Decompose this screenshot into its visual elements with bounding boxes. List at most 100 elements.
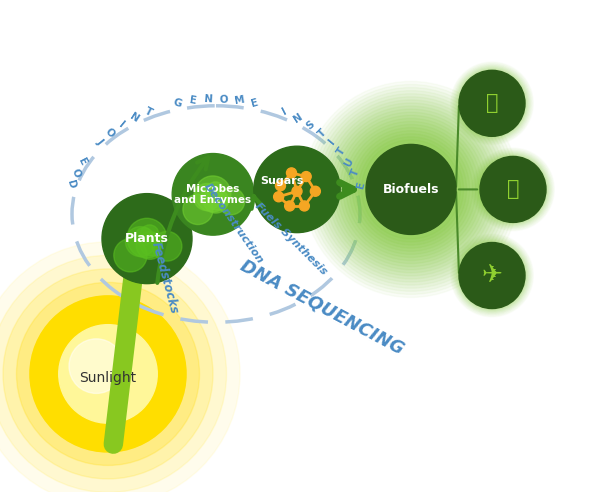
Circle shape [459,243,525,308]
Circle shape [203,188,229,213]
Circle shape [328,106,494,273]
Circle shape [125,227,155,257]
Text: Biofuels: Biofuels [383,183,439,196]
Circle shape [479,155,547,223]
Circle shape [358,137,464,242]
Text: M: M [233,95,245,106]
Circle shape [62,328,154,420]
Circle shape [38,305,178,443]
Circle shape [114,239,147,272]
Text: O: O [70,167,82,179]
Circle shape [286,168,296,178]
Text: N: N [291,111,304,124]
Circle shape [475,152,551,227]
Text: I: I [327,137,337,147]
Circle shape [480,156,546,222]
Circle shape [480,156,546,222]
Text: T: T [143,106,154,118]
Text: E: E [188,95,197,106]
Circle shape [455,239,529,312]
Circle shape [202,184,218,200]
Circle shape [218,188,245,215]
Circle shape [56,322,160,426]
Circle shape [319,97,503,282]
Circle shape [36,302,180,446]
Circle shape [349,127,473,251]
Circle shape [292,186,302,196]
Circle shape [476,153,550,226]
Text: O: O [103,126,117,140]
Text: E: E [76,156,89,167]
Circle shape [453,64,531,142]
Text: E: E [250,97,259,109]
Circle shape [102,194,192,283]
Text: DNA SEQUENCING: DNA SEQUENCING [237,257,407,358]
Circle shape [193,184,221,211]
Circle shape [0,242,240,492]
Circle shape [254,146,340,233]
Text: Plants: Plants [125,232,169,245]
Circle shape [127,218,167,258]
Text: T: T [335,146,348,157]
Text: 🚗: 🚗 [486,93,498,113]
Circle shape [30,296,186,452]
Circle shape [3,269,213,479]
Text: Deconstruction: Deconstruction [202,182,266,266]
Circle shape [70,336,146,412]
Circle shape [478,154,548,225]
Text: Fuels Synthesis: Fuels Synthesis [253,201,329,277]
Circle shape [454,238,530,313]
Circle shape [474,151,552,228]
Circle shape [457,240,527,311]
Circle shape [50,316,166,432]
Circle shape [140,233,163,256]
Circle shape [459,243,525,308]
Circle shape [316,94,506,285]
Circle shape [69,339,124,394]
Circle shape [346,124,476,254]
Text: T: T [350,168,362,178]
Circle shape [17,282,199,465]
Text: D: D [65,179,77,190]
Text: N: N [203,94,213,105]
Circle shape [59,325,157,423]
Circle shape [458,69,526,137]
Text: I: I [117,120,127,130]
Circle shape [299,201,310,211]
Text: S: S [304,119,316,131]
Circle shape [33,299,183,449]
Circle shape [206,189,228,210]
Text: ✈: ✈ [481,264,502,287]
Circle shape [275,181,286,191]
Text: J: J [95,137,105,147]
Circle shape [355,134,467,245]
Circle shape [325,103,497,276]
Text: Feedstocks: Feedstocks [149,241,181,315]
Circle shape [76,342,140,406]
Circle shape [362,140,461,239]
Circle shape [73,339,143,409]
Text: Sugars: Sugars [260,176,304,186]
Text: T: T [316,127,328,139]
Circle shape [352,131,470,248]
Circle shape [459,70,525,136]
Circle shape [0,255,227,492]
Circle shape [152,231,182,261]
Circle shape [301,172,311,182]
Circle shape [284,201,295,211]
Circle shape [331,109,491,270]
Circle shape [53,319,163,429]
Circle shape [454,65,530,141]
Text: U: U [343,156,356,168]
Circle shape [459,70,525,136]
Text: I: I [280,106,288,117]
Circle shape [340,119,482,260]
Circle shape [30,296,186,452]
Circle shape [67,333,149,415]
Circle shape [135,227,153,245]
Circle shape [207,182,224,199]
Circle shape [310,186,320,196]
Circle shape [195,176,231,212]
Text: E: E [355,180,367,189]
Circle shape [334,112,488,267]
